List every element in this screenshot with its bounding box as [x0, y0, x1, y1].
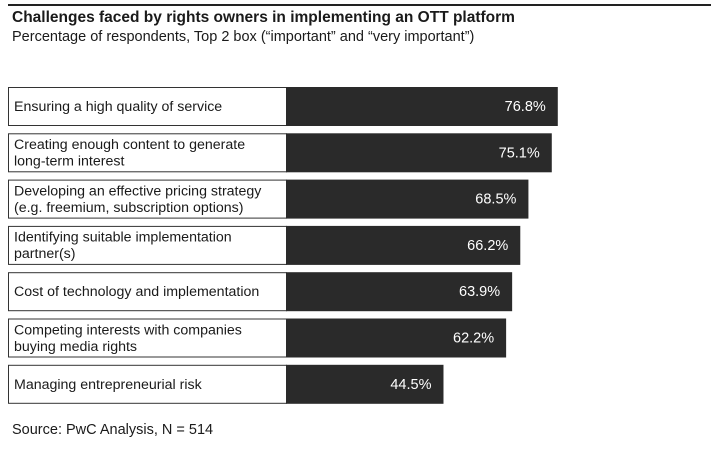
category-label: Identifying suitable implementation: [14, 230, 232, 246]
bar: [286, 87, 558, 126]
category-box: [8, 87, 287, 126]
bar: [286, 133, 552, 173]
category-box: [8, 364, 287, 404]
top-rule: [8, 4, 711, 6]
category-label: (e.g. freemium, subscription options): [14, 200, 243, 216]
bar: [286, 179, 529, 219]
bar: [286, 272, 513, 312]
bar: [286, 225, 521, 265]
category-label: Developing an effective pricing strategy: [14, 183, 262, 199]
category-label: Managing entrepreneurial risk: [14, 377, 203, 393]
category-box: [8, 225, 287, 265]
value-label: 63.9%: [459, 284, 500, 300]
value-label: 44.5%: [390, 377, 431, 393]
category-box: [8, 133, 287, 173]
bar: [286, 318, 507, 358]
value-label: 68.5%: [475, 192, 516, 208]
category-label: Creating enough content to generate: [14, 137, 245, 153]
source-note: Source: PwC Analysis, N = 514: [12, 422, 214, 438]
chart-title: Challenges faced by rights owners in imp…: [12, 9, 515, 26]
category-label: buying media rights: [14, 339, 137, 355]
category-label: long-term interest: [14, 154, 124, 170]
value-label: 62.2%: [453, 331, 494, 347]
value-label: 76.8%: [505, 99, 546, 115]
category-label: Cost of technology and implementation: [14, 284, 259, 300]
category-label: partner(s): [14, 246, 76, 262]
category-label: Competing interests with companies: [14, 322, 242, 338]
value-label: 66.2%: [467, 238, 508, 254]
bar: [286, 364, 444, 404]
category-label: Ensuring a high quality of service: [14, 99, 222, 115]
value-label: 75.1%: [499, 145, 540, 161]
chart-subtitle: Percentage of respondents, Top 2 box (“i…: [12, 29, 475, 45]
category-box: [8, 318, 287, 358]
